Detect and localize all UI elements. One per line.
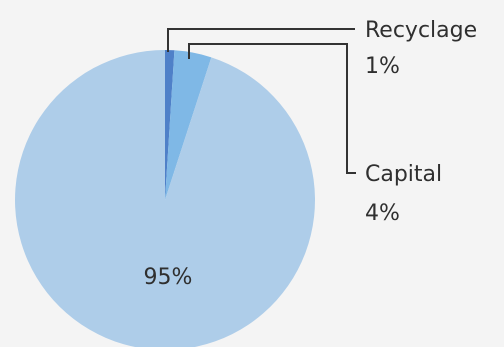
slice-label-recyclage-name: Recyclage — [365, 18, 477, 43]
pie-slice-recyclage — [165, 50, 175, 200]
pie-slice-main — [15, 50, 315, 347]
leader-line-recyclage — [167, 28, 355, 52]
slice-labels: Recyclage 1% Capital 4% 95% — [144, 18, 478, 290]
slice-label-capital-name: Capital — [365, 162, 442, 187]
pie-slice-capital — [165, 50, 212, 200]
slice-label-capital-value: 4% — [365, 201, 400, 226]
leader-lines — [167, 28, 356, 174]
slice-label-recyclage-value: 1% — [365, 54, 400, 79]
leader-line-capital — [188, 43, 356, 174]
slice-label-main-value: 95% — [144, 265, 193, 290]
pie-slices — [15, 50, 315, 347]
